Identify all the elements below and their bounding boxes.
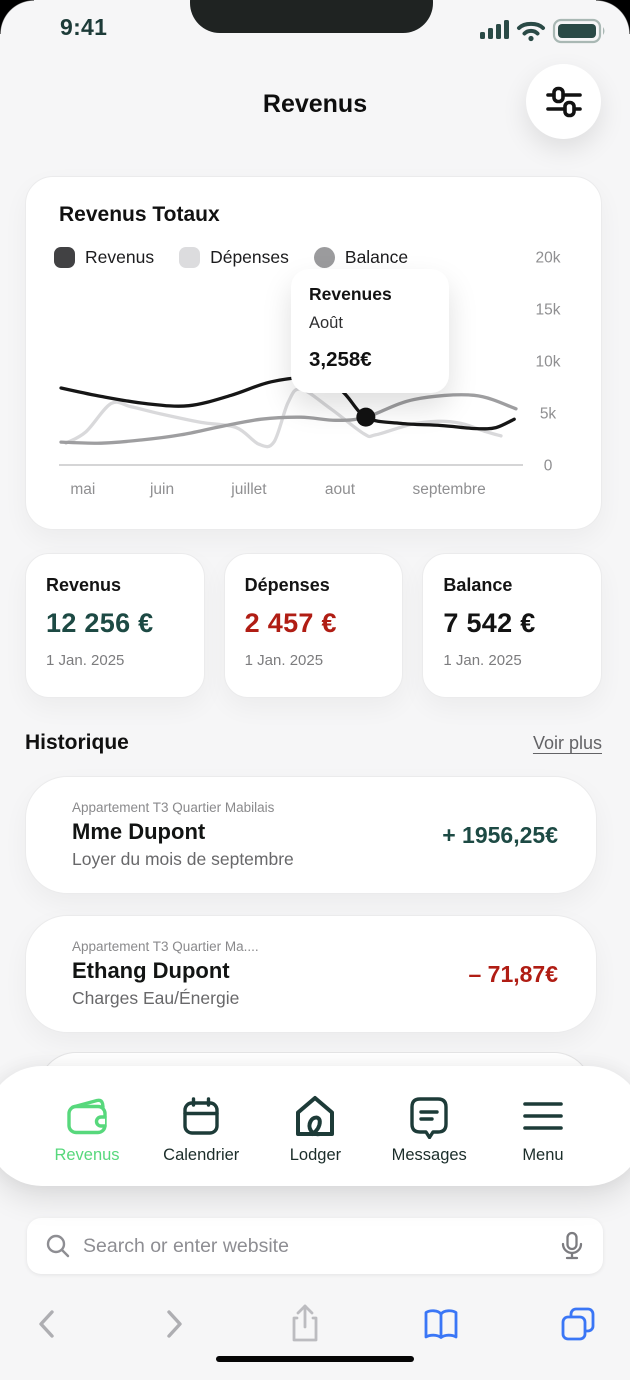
tooltip-series: Revenues: [309, 284, 392, 304]
tab-label: Calendrier: [163, 1146, 240, 1164]
stat-card-balance[interactable]: Balance 7 542 € 1 Jan. 2025: [422, 553, 603, 698]
revenue-chart-card: Revenus Totaux Revenus Dépenses Balance …: [25, 176, 602, 530]
share-icon[interactable]: [286, 1302, 324, 1346]
transaction-amount: + 1956,25€: [442, 821, 558, 848]
stat-label: Dépenses: [244, 575, 330, 595]
svg-text:aout: aout: [325, 481, 356, 498]
app-tab-bar: Revenus Calendrier Lodger: [0, 1066, 630, 1186]
transaction-subtitle: Loyer du mois de septembre: [72, 849, 294, 869]
bezel-corner-left: [0, 0, 34, 34]
page-title: Revenus: [262, 90, 368, 118]
search-placeholder: Search or enter website: [83, 1234, 289, 1257]
legend-swatch-revenus: [54, 247, 75, 268]
svg-text:juin: juin: [149, 481, 174, 498]
legend-item-balance[interactable]: Balance: [313, 247, 409, 268]
tab-label: Revenus: [54, 1146, 120, 1164]
svg-text:0: 0: [544, 458, 553, 475]
status-icons: [478, 15, 610, 45]
stat-label: Balance: [443, 575, 513, 595]
browser-address-bar[interactable]: Search or enter website: [27, 1218, 603, 1274]
tooltip-value: 3,258€: [309, 348, 372, 371]
stats-row: Revenus 12 256 € 1 Jan. 2025 Dépenses 2 …: [25, 553, 603, 698]
chart-title: Revenus Totaux: [59, 203, 220, 226]
wifi-dot: [528, 35, 534, 42]
legend-label: Balance: [344, 247, 409, 267]
transaction-property: Appartement T3 Quartier Mabilais: [72, 800, 275, 815]
see-more-link[interactable]: Voir plus: [532, 733, 602, 753]
cellular-signal-icon: [480, 20, 509, 39]
search-icon: [46, 1234, 70, 1258]
tabs-icon[interactable]: [558, 1304, 598, 1344]
svg-text:septembre: septembre: [412, 481, 485, 498]
stat-date: 1 Jan. 2025: [46, 652, 125, 669]
tab-messages[interactable]: Messages: [392, 1093, 467, 1165]
stat-card-revenus[interactable]: Revenus 12 256 € 1 Jan. 2025: [25, 553, 205, 698]
stat-amount: 7 542 €: [443, 608, 536, 638]
tab-revenus[interactable]: Revenus: [52, 1093, 122, 1165]
bookmarks-book-icon[interactable]: [421, 1304, 461, 1344]
transaction-info: Appartement T3 Quartier Ma.... Ethang Du…: [72, 939, 468, 1009]
hamburger-icon: [523, 1102, 563, 1130]
stat-amount: 2 457 €: [244, 608, 337, 638]
tab-calendrier[interactable]: Calendrier: [163, 1093, 239, 1165]
status-time: 9:41: [60, 14, 108, 40]
dynamic-island: [190, 0, 433, 33]
lodger-house-icon: [296, 1096, 335, 1137]
tab-label: Lodger: [289, 1146, 342, 1164]
calendar-icon: [183, 1097, 219, 1135]
stat-card-depenses[interactable]: Dépenses 2 457 € 1 Jan. 2025: [223, 553, 404, 698]
microphone-icon: [561, 1231, 583, 1260]
svg-text:juillet: juillet: [230, 481, 267, 498]
legend-swatch-balance: [313, 247, 335, 268]
history-header: Historique Voir plus: [25, 731, 602, 755]
tooltip-month: Août: [309, 314, 343, 332]
tab-menu[interactable]: Menu: [508, 1093, 578, 1165]
tab-lodger[interactable]: Lodger: [280, 1093, 350, 1165]
stat-date: 1 Jan. 2025: [443, 652, 522, 669]
chart-tooltip: Revenues Août 3,258€: [291, 269, 449, 393]
home-indicator[interactable]: [216, 1356, 414, 1362]
line-chart[interactable]: 20k 15k 10k 5k 0 mai juin juillet aout septembre: [26, 177, 603, 531]
transaction-name: Ethang Dupont: [72, 958, 230, 983]
stat-label: Revenus: [46, 575, 122, 595]
transaction-subtitle: Charges Eau/Énergie: [72, 988, 240, 1008]
svg-text:20k: 20k: [536, 250, 561, 267]
forward-icon[interactable]: [159, 1304, 189, 1344]
svg-text:5k: 5k: [540, 406, 557, 423]
sliders-filter-icon: [545, 86, 582, 117]
stat-amount: 12 256 €: [46, 608, 154, 638]
svg-text:10k: 10k: [536, 354, 561, 371]
browser-toolbar: [0, 1294, 630, 1354]
tab-label: Messages: [391, 1146, 467, 1164]
chart-legend: Revenus Dépenses Balance: [54, 247, 408, 268]
transaction-info: Appartement T3 Quartier Mabilais Mme Dup…: [72, 800, 442, 870]
wifi-icon: [517, 21, 545, 36]
legend-item-depenses[interactable]: Dépenses: [179, 247, 289, 268]
wallet-icon: [67, 1098, 107, 1135]
back-icon[interactable]: [32, 1304, 62, 1344]
svg-text:15k: 15k: [536, 302, 561, 319]
stat-date: 1 Jan. 2025: [244, 652, 324, 669]
legend-swatch-depenses: [179, 247, 201, 268]
transaction-row[interactable]: Appartement T3 Quartier Ma.... Ethang Du…: [25, 915, 597, 1033]
battery-icon: [552, 18, 605, 44]
tab-label: Menu: [522, 1146, 564, 1164]
chat-bubble-icon: [410, 1097, 448, 1139]
transaction-name: Mme Dupont: [72, 819, 206, 844]
filter-button[interactable]: [526, 64, 601, 139]
history-title: Historique: [25, 731, 129, 754]
transaction-row[interactable]: Appartement T3 Quartier Mabilais Mme Dup…: [25, 776, 597, 894]
transaction-property: Appartement T3 Quartier Ma....: [72, 939, 259, 954]
svg-text:mai: mai: [70, 481, 95, 498]
legend-label: Revenus: [85, 247, 155, 267]
legend-label: Dépenses: [210, 247, 289, 267]
transaction-amount: – 71,87€: [468, 960, 558, 987]
legend-item-revenus[interactable]: Revenus: [54, 247, 154, 268]
